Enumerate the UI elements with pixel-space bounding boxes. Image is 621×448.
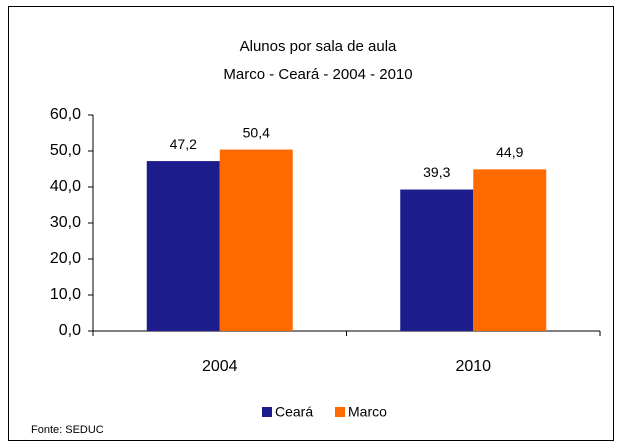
y-tick-label: 20,0 <box>50 250 81 267</box>
bar <box>473 169 547 331</box>
data-label: 44,9 <box>496 144 523 160</box>
bar <box>146 161 220 331</box>
chart-subtitle: Marco - Ceará - 2004 - 2010 <box>223 66 412 83</box>
chart-title: Alunos por sala de aula <box>240 38 397 55</box>
legend-label: Marco <box>348 404 387 420</box>
y-tick-label: 60,0 <box>50 106 81 123</box>
x-tick-label: 2004 <box>202 358 238 375</box>
bar <box>400 189 474 331</box>
legend-swatch <box>262 407 272 417</box>
legend-swatch <box>335 407 345 417</box>
y-tick-label: 10,0 <box>50 286 81 303</box>
y-tick-label: 30,0 <box>50 214 81 231</box>
y-tick-label: 50,0 <box>50 142 81 159</box>
data-label: 39,3 <box>423 164 450 180</box>
data-label: 47,2 <box>170 136 197 152</box>
y-tick-label: 40,0 <box>50 178 81 195</box>
x-tick-label: 2010 <box>455 358 491 375</box>
legend-label: Ceará <box>275 404 313 420</box>
bar <box>219 149 293 331</box>
y-tick-label: 0,0 <box>59 322 81 339</box>
source-note: Fonte: SEDUC <box>31 424 104 436</box>
data-label: 50,4 <box>243 124 270 140</box>
